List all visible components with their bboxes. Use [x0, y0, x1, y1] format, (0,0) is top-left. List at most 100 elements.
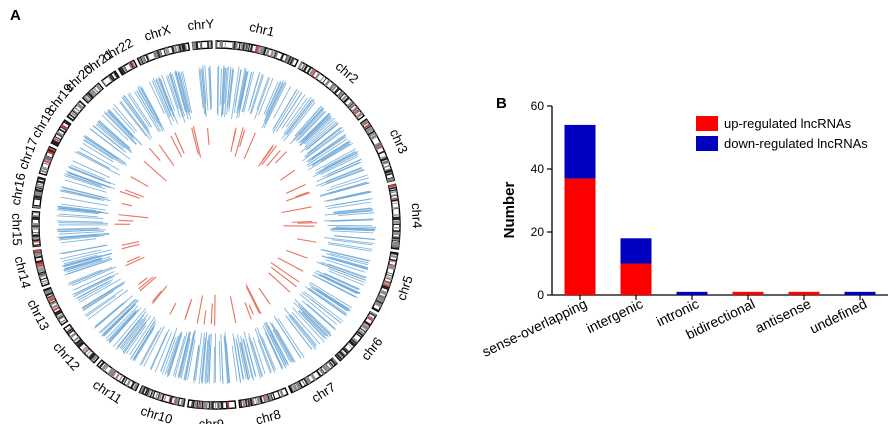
cytoband [166, 47, 170, 55]
cytoband [77, 341, 85, 348]
cytoband [141, 386, 147, 395]
cytoband [374, 301, 383, 306]
cytoband [74, 106, 81, 113]
blue-track-mark [329, 174, 368, 188]
blue-track-mark [329, 182, 370, 195]
cytoband [352, 107, 359, 113]
blue-track-mark [309, 281, 353, 309]
blue-track-mark [201, 331, 208, 384]
cytoband [38, 272, 46, 276]
cytoband [279, 53, 284, 61]
blue-track-mark [63, 189, 111, 202]
cytoband [301, 379, 306, 387]
cytoband [144, 388, 149, 396]
blue-track-mark [104, 112, 137, 145]
blue-track-mark [241, 71, 253, 113]
cytoband [126, 379, 131, 387]
cytoband [336, 90, 343, 97]
cytoband [40, 166, 49, 171]
cytoband [89, 90, 96, 97]
blue-track-mark [97, 121, 132, 152]
cytoband [376, 297, 384, 302]
cytoband [357, 329, 365, 335]
blue-track-mark [220, 345, 224, 385]
blue-track-mark [287, 318, 313, 351]
cytoband [56, 131, 64, 137]
blue-track-mark [335, 226, 376, 228]
blue-track-mark [148, 81, 165, 115]
cytoband [111, 370, 117, 378]
blue-track-mark [292, 307, 325, 343]
cytoband [297, 381, 302, 389]
blue-track-mark [250, 75, 264, 114]
blue-track-mark [162, 337, 177, 375]
blue-track-mark [72, 275, 112, 296]
cytoband [270, 50, 274, 57]
cytoband [182, 43, 186, 51]
cytoband [391, 200, 399, 203]
ideogram-chr12: chr12 [50, 276, 157, 374]
cytoband [149, 390, 154, 398]
cytoband [341, 94, 348, 102]
blue-track-mark [74, 151, 120, 176]
blue-track-mark [96, 123, 133, 154]
cytoband [41, 281, 49, 285]
cytoband [53, 138, 61, 143]
blue-track-mark [106, 309, 137, 342]
cytoband [373, 141, 382, 147]
cytoband [256, 46, 261, 54]
blue-track-mark [312, 153, 359, 178]
cytoband [298, 62, 303, 70]
cytoband [115, 373, 121, 380]
cytoband [109, 73, 116, 81]
cytoband [47, 148, 55, 153]
blue-track-mark [261, 336, 277, 371]
cytoband [154, 51, 159, 59]
red-track-mark [295, 191, 309, 198]
legend-swatch-up [696, 116, 718, 131]
blue-track-mark [57, 206, 102, 213]
x-tick-label-undefined: undefined [807, 295, 869, 336]
blue-track-mark [152, 77, 171, 117]
cytoband [195, 400, 197, 408]
cytoband [57, 314, 64, 320]
cytoband [392, 239, 400, 242]
blue-track-mark [273, 315, 302, 359]
cytoband [51, 141, 59, 146]
cytoband [261, 47, 266, 55]
blue-track-mark [320, 156, 358, 175]
cytoband [387, 179, 395, 183]
blue-track-mark [105, 305, 139, 340]
blue-track-mark [221, 68, 224, 104]
blue-track-mark [182, 71, 193, 114]
cytoband [260, 46, 264, 55]
cytoband [343, 346, 350, 353]
cytoband [384, 168, 392, 172]
blue-track-mark [293, 301, 329, 338]
blue-track-mark [169, 72, 186, 123]
legend-swatch-down [696, 136, 718, 151]
blue-track-mark [336, 210, 373, 215]
blue-track-mark [333, 207, 372, 213]
blue-track-mark [65, 170, 116, 190]
cytoband [155, 50, 160, 58]
cytoband [361, 325, 368, 331]
blue-track-mark [95, 124, 125, 149]
cytoband [348, 340, 356, 347]
cytoband [161, 393, 165, 402]
blue-track-mark [180, 71, 191, 113]
blue-track-mark [228, 69, 234, 112]
cytoband [362, 323, 370, 328]
chr-label-chr14: chr14 [12, 255, 34, 290]
cytoband [35, 260, 43, 264]
panel-a-label: A [10, 7, 21, 24]
cytoband [91, 354, 98, 362]
cytoband [129, 61, 135, 69]
red-track-mark [196, 295, 204, 324]
blue-track-mark [101, 114, 129, 141]
blue-track-mark [258, 77, 274, 116]
blue-track-mark [57, 229, 102, 233]
blue-track-mark [57, 205, 97, 212]
cytoband [387, 266, 395, 270]
blue-track-mark [90, 128, 131, 160]
